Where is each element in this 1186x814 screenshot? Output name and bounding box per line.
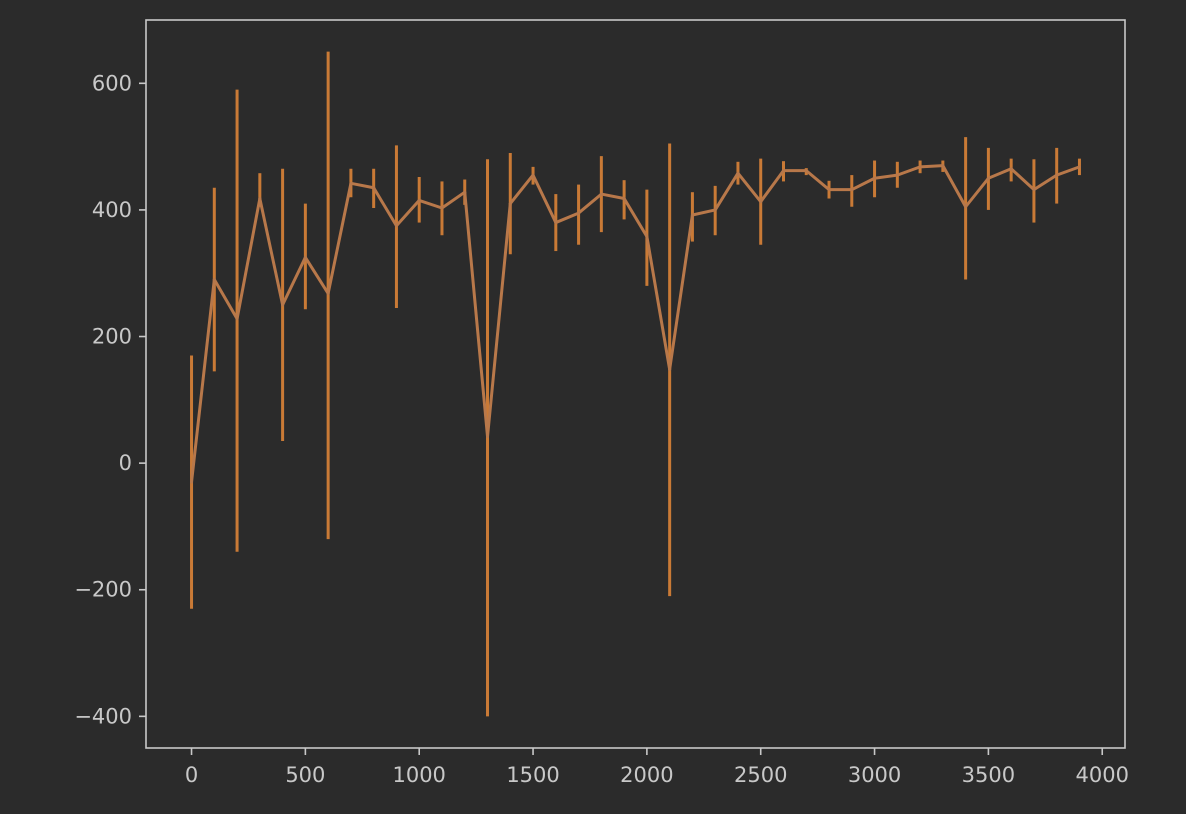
data-point-28 [827,188,831,192]
data-point-10 [417,198,421,202]
data-point-38 [1055,173,1059,177]
data-point-8 [372,186,376,190]
y-tick-label-1: −200 [74,578,132,602]
x-ticks-group: 0 500 1000 1500 2000 2500 3000 3500 4000 [185,748,1129,787]
data-point-32 [918,165,922,169]
y-tick-label-3: 200 [92,325,132,349]
data-point-5 [303,255,307,259]
series-line-group [190,164,1081,484]
data-point-7 [349,181,353,185]
x-tick-label-2: 1000 [392,763,445,787]
data-point-30 [873,176,877,180]
y-ticks-group: −400 −200 0 200 400 600 [74,71,146,728]
data-point-15 [531,173,535,177]
axes-group [145,19,1126,749]
data-point-39 [1077,165,1081,169]
data-point-35 [986,176,990,180]
data-point-4 [281,303,285,307]
data-point-23 [713,208,717,212]
x-tick-label-0: 0 [185,763,198,787]
y-tick-label-0: −400 [74,704,132,728]
data-point-1 [212,278,216,282]
series-line [190,164,1080,483]
x-tick-label-4: 2000 [620,763,673,787]
data-point-16 [554,221,558,225]
data-point-34 [964,205,968,209]
data-point-25 [759,200,763,204]
data-point-19 [622,197,626,201]
data-point-31 [895,173,899,177]
data-point-9 [394,224,398,228]
data-point-11 [440,206,444,210]
data-point-24 [736,171,740,175]
y-tick-label-5: 600 [92,71,132,95]
data-point-13 [486,435,490,439]
data-point-21 [668,367,672,371]
x-tick-label-8: 4000 [1076,763,1129,787]
data-point-22 [690,213,694,217]
data-point-6 [326,291,330,295]
data-point-37 [1032,188,1036,192]
data-point-20 [645,235,649,239]
x-tick-label-3: 1500 [506,763,559,787]
data-point-0 [190,480,194,484]
data-point-18 [599,192,603,196]
x-tick-label-6: 3000 [848,763,901,787]
data-point-14 [508,202,512,206]
x-tick-label-7: 3500 [962,763,1015,787]
data-point-17 [577,211,581,215]
data-point-26 [781,169,785,173]
data-point-12 [463,190,467,194]
data-point-3 [258,197,262,201]
y-tick-label-4: 400 [92,198,132,222]
data-point-2 [235,317,239,321]
data-point-27 [804,169,808,173]
axes-frame [145,19,1126,749]
y-tick-label-2: 0 [119,451,132,475]
data-point-29 [850,188,854,192]
x-tick-label-5: 2500 [734,763,787,787]
data-point-36 [1009,167,1013,171]
x-tick-label-1: 500 [285,763,325,787]
data-point-33 [941,164,945,168]
